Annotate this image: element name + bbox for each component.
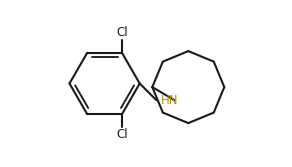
Text: Cl: Cl — [116, 128, 128, 141]
Text: HN: HN — [161, 94, 178, 107]
Text: Cl: Cl — [116, 26, 128, 39]
